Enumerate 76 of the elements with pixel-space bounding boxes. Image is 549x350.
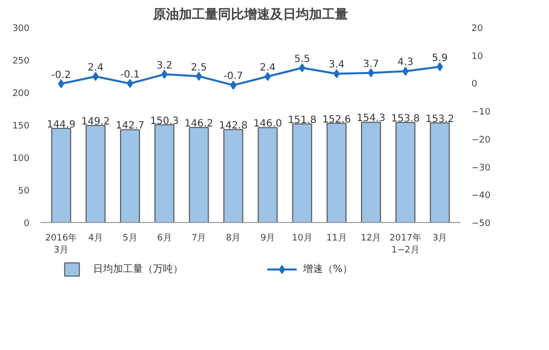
y-tick-label: 50: [18, 186, 30, 196]
data-label: -0.2: [51, 70, 71, 81]
data-label: 151.8: [288, 114, 316, 126]
x-tick-label: 2017年 1−2月: [389, 232, 422, 256]
point: [126, 78, 134, 88]
y2-tick-label: −40: [472, 191, 491, 202]
data-label: 2.4: [88, 62, 104, 74]
y2-tick-label: 10: [472, 52, 484, 62]
bar: [258, 127, 278, 222]
bar: [223, 129, 244, 222]
point: [333, 69, 340, 78]
y-tick-label: 250: [12, 56, 30, 66]
point: [436, 62, 444, 72]
data-label: 142.8: [218, 120, 248, 132]
data-label: 153.8: [391, 114, 420, 125]
point: [92, 72, 99, 82]
bar: [86, 125, 106, 222]
y2-tick-label: −50: [472, 219, 491, 229]
data-label: 154.3: [356, 113, 386, 124]
x-tick-label: 3月: [432, 234, 448, 244]
legend-label: 增速（%）: [302, 263, 353, 275]
x-tick-label: 10月: [292, 234, 312, 244]
data-label: 4.3: [397, 57, 414, 68]
data-label: -0.7: [224, 71, 244, 82]
x-tick-label: 5月: [122, 234, 138, 244]
x-tick-label: 6月: [157, 234, 172, 244]
data-label: 150.3: [150, 116, 179, 127]
data-label: 146.0: [253, 118, 282, 130]
y2-tick-label: −30: [472, 163, 491, 174]
x-tick-label: 7月: [192, 234, 206, 244]
data-label: 149.2: [81, 116, 110, 128]
bar: [361, 122, 381, 222]
bar: [395, 122, 416, 222]
y2-tick-label: 20: [472, 24, 484, 34]
point: [402, 66, 409, 76]
legend-label: 日均加工量（万吨）: [93, 263, 183, 275]
bar: [51, 128, 72, 222]
y2-tick-label: −20: [472, 135, 491, 146]
y-tick-label: 200: [12, 89, 30, 99]
x-tick-label: 8月: [226, 234, 241, 244]
data-label: 3.7: [363, 58, 379, 70]
bar: [120, 129, 140, 222]
y-tick-label: 0: [24, 219, 30, 229]
y-tick-label: 150: [12, 122, 30, 132]
bar: [154, 124, 174, 222]
data-label: 146.2: [184, 118, 214, 130]
y-tick-label: 100: [12, 154, 30, 164]
data-label: 144.9: [46, 119, 76, 130]
data-label: 152.6: [322, 114, 351, 126]
bar: [188, 126, 209, 222]
bar: [292, 123, 312, 222]
x-tick-label: 11月: [326, 234, 347, 244]
data-label: 5.9: [432, 52, 448, 64]
data-label: 3.4: [328, 60, 345, 71]
data-label: 2.5: [190, 62, 207, 74]
x-tick-label: 2016年 3月: [45, 232, 78, 256]
bar: [430, 122, 450, 222]
chart-title: 原油加工量同比增速及日均加工量: [152, 8, 348, 22]
x-tick-label: 9月: [260, 234, 276, 244]
x-tick-label: 4月: [88, 234, 103, 244]
point: [368, 68, 374, 78]
point: [161, 70, 168, 79]
point: [58, 79, 64, 88]
y-tick-label: 300: [12, 24, 30, 34]
data-label: 3.2: [156, 60, 172, 72]
point: [298, 63, 306, 72]
data-label: 142.7: [116, 120, 144, 132]
data-label: 5.5: [294, 54, 310, 65]
data-label: -0.1: [120, 69, 140, 80]
data-label: 2.4: [260, 62, 276, 74]
y2-tick-label: 0: [472, 80, 478, 90]
data-label: 153.2: [426, 114, 454, 125]
bar: [326, 122, 347, 222]
point: [196, 72, 202, 81]
x-tick-label: 12月: [360, 234, 382, 244]
y2-tick-label: −10: [472, 108, 491, 118]
